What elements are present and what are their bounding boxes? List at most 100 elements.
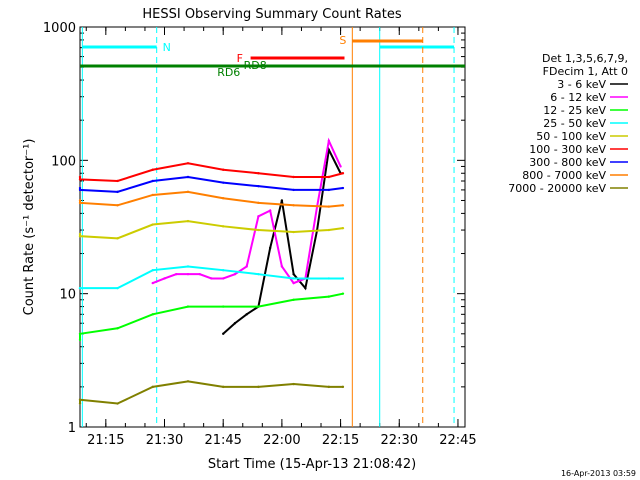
data-point	[341, 385, 345, 389]
data-point	[339, 165, 342, 168]
data-point	[304, 286, 307, 290]
plot-frame	[79, 26, 466, 428]
data-point	[186, 162, 190, 165]
legend-entry-label: 800 - 7000 keV	[522, 169, 606, 182]
data-point	[257, 172, 260, 175]
data-point	[292, 272, 295, 276]
data-point	[222, 196, 225, 200]
data-point	[341, 226, 345, 230]
data-point	[292, 298, 295, 301]
data-point	[327, 228, 331, 232]
legend-header: Det 1,3,5,6,7,9,	[542, 52, 628, 65]
data-point	[78, 199, 82, 202]
data-point	[233, 272, 237, 276]
data-point	[257, 385, 260, 389]
data-point	[280, 265, 284, 268]
data-point	[341, 204, 345, 207]
series-line	[152, 137, 342, 285]
data-point	[186, 190, 190, 194]
data-point	[116, 204, 119, 207]
data-point	[78, 234, 82, 238]
y-tick-label: 100	[51, 154, 76, 169]
data-point	[116, 179, 119, 183]
data-point	[222, 277, 225, 280]
data-point	[292, 230, 295, 234]
data-point	[292, 277, 295, 280]
data-point	[245, 313, 248, 316]
series-line	[79, 175, 344, 193]
data-point	[257, 215, 260, 218]
x-axis: 21:15 21:30 21:45 22:00 22:15 22:30 22:45	[85, 27, 477, 448]
data-point	[341, 186, 345, 190]
x-tick-label: 22:15	[322, 433, 359, 448]
data-point	[151, 179, 154, 183]
series-line	[79, 380, 343, 405]
x-tick-label: 21:45	[204, 433, 241, 448]
data-point	[341, 277, 345, 280]
data-point	[327, 385, 331, 389]
footer-timestamp: 16-Apr-2013 03:59	[561, 469, 636, 478]
data-point	[186, 272, 190, 276]
data-point	[163, 277, 166, 280]
flag-label-f: F	[237, 52, 243, 65]
data-point	[186, 175, 190, 179]
legend-entry-label: 100 - 300 keV	[529, 143, 606, 156]
series-lines	[78, 137, 345, 405]
data-point	[186, 265, 190, 268]
series-line	[79, 220, 344, 240]
data-point	[186, 380, 190, 383]
data-point	[327, 277, 331, 280]
data-point	[222, 181, 225, 184]
data-point	[151, 385, 154, 389]
legend-entry-label: 7000 - 20000 keV	[508, 182, 606, 195]
data-point	[78, 178, 82, 181]
legend-entry-label: 25 - 50 keV	[543, 117, 606, 130]
data-point	[78, 188, 82, 192]
data-point	[78, 402, 82, 405]
x-tick-label: 22:00	[263, 433, 300, 448]
data-point	[78, 338, 82, 342]
data-point	[78, 398, 82, 401]
data-point	[257, 305, 260, 308]
y-axis: 1 10 100 1000	[43, 21, 465, 436]
data-point	[257, 184, 260, 188]
data-point	[245, 265, 248, 268]
data-point	[151, 223, 154, 226]
series-line	[79, 162, 344, 182]
data-point	[222, 268, 225, 272]
data-point	[78, 186, 82, 190]
data-point	[257, 201, 260, 205]
data-point	[222, 332, 225, 336]
data-point	[257, 228, 260, 232]
data-point	[175, 272, 178, 276]
data-point	[78, 332, 82, 336]
flag-label-s: S	[339, 34, 346, 47]
data-point	[292, 382, 295, 386]
legend-entry-label: 300 - 800 keV	[529, 156, 606, 169]
legend-header: FDecim 1, Att 0	[543, 65, 628, 78]
legend: Det 1,3,5,6,7,9,FDecim 1, Att 03 - 6 keV…	[508, 52, 628, 195]
data-point	[222, 225, 225, 228]
data-point	[327, 175, 331, 179]
data-point	[280, 199, 284, 202]
flag-label-n: N	[163, 41, 171, 54]
data-point	[151, 193, 154, 197]
data-point	[186, 305, 190, 308]
data-point	[292, 281, 295, 285]
data-point	[222, 168, 225, 171]
chart-title: HESSI Observing Summary Count Rates	[142, 7, 401, 22]
data-point	[116, 327, 119, 330]
x-axis-label: Start Time (15-Apr-13 21:08:42)	[208, 457, 416, 472]
legend-entry-label: 50 - 100 keV	[536, 130, 606, 143]
data-point	[151, 168, 154, 171]
data-point	[116, 402, 119, 405]
y-tick-label: 1000	[43, 21, 76, 36]
data-point	[341, 292, 345, 295]
data-point	[151, 281, 154, 285]
legend-entry-label: 12 - 25 keV	[543, 104, 606, 117]
series-line	[79, 292, 344, 340]
data-point	[210, 277, 213, 280]
x-tick-label: 21:15	[87, 433, 124, 448]
